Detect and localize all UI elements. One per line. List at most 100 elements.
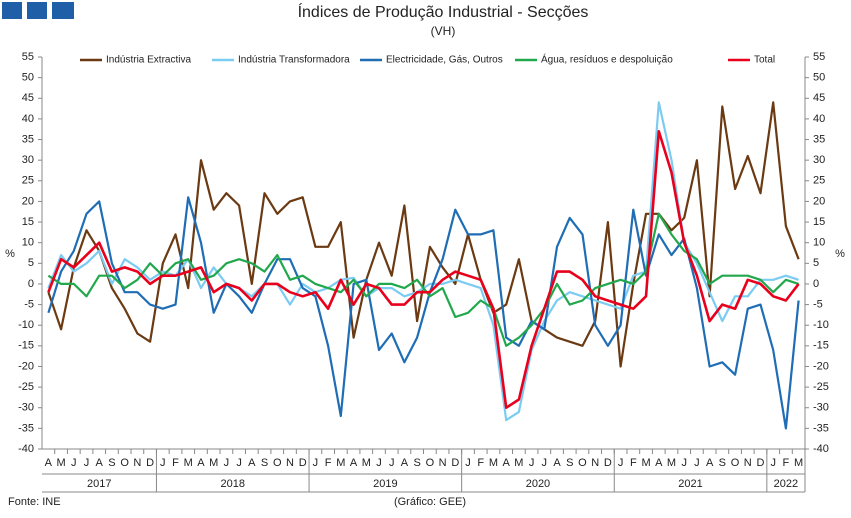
y2-tick-label: -35 [813, 422, 829, 434]
y-tick-label: -10 [18, 319, 34, 331]
x-tick-label: A [655, 457, 663, 469]
chart-subtitle: (VH) [431, 24, 456, 38]
x-tick-label: M [514, 457, 523, 469]
legend-label: Indústria Extractiva [106, 55, 191, 66]
y-tick-label: 0 [28, 278, 34, 290]
x-tick-label: O [426, 457, 435, 469]
y-tick-label: -15 [18, 340, 34, 352]
y-axis-label: % [5, 248, 15, 260]
x-tick-label: S [566, 457, 573, 469]
y-tick-label: 55 [22, 51, 34, 63]
y-tick-label: 45 [22, 92, 34, 104]
y2-tick-label: 50 [813, 72, 825, 84]
y2-tick-label: -20 [813, 360, 829, 372]
x-tick-label: A [706, 457, 714, 469]
x-tick-label: J [618, 457, 624, 469]
year-label: 2021 [678, 478, 702, 490]
x-tick-label: D [604, 457, 612, 469]
x-tick-label: J [236, 457, 242, 469]
x-tick-label: S [261, 457, 268, 469]
x-tick-label: D [299, 457, 307, 469]
x-tick-label: M [184, 457, 193, 469]
y2-tick-label: 0 [813, 278, 819, 290]
x-tick-label: J [71, 457, 77, 469]
series-line [47, 101, 800, 368]
x-tick-label: J [389, 457, 395, 469]
y2-tick-label: 45 [813, 92, 825, 104]
y2-tick-label: 5 [813, 257, 819, 269]
x-tick-label: J [84, 457, 90, 469]
y2-tick-label: 20 [813, 195, 825, 207]
x-tick-label: J [529, 457, 535, 469]
y-tick-label: 30 [22, 154, 34, 166]
x-tick-label: J [465, 457, 471, 469]
x-tick-label: M [336, 457, 345, 469]
x-tick-label: A [248, 457, 256, 469]
x-tick-label: S [413, 457, 420, 469]
y2-tick-label: -25 [813, 381, 829, 393]
x-tick-label: N [439, 457, 447, 469]
x-tick-label: A [401, 457, 409, 469]
y-tick-label: -35 [18, 422, 34, 434]
x-tick-label: D [146, 457, 154, 469]
x-tick-label: J [376, 457, 382, 469]
x-tick-label: A [502, 457, 510, 469]
x-tick-label: F [477, 457, 484, 469]
legend-label: Electricidade, Gás, Outros [386, 55, 503, 66]
year-label: 2019 [373, 478, 397, 490]
year-label: 2018 [221, 478, 245, 490]
x-tick-label: F [630, 457, 637, 469]
x-tick-label: A [45, 457, 53, 469]
x-tick-label: A [553, 457, 561, 469]
x-tick-label: D [451, 457, 459, 469]
x-tick-label: M [362, 457, 371, 469]
x-tick-label: J [770, 457, 776, 469]
y2-tick-label: 40 [813, 113, 825, 125]
y-tick-label: -25 [18, 381, 34, 393]
x-tick-label: N [133, 457, 141, 469]
x-tick-label: J [681, 457, 687, 469]
x-tick-label: O [273, 457, 282, 469]
x-tick-label: A [350, 457, 358, 469]
x-tick-label: J [224, 457, 230, 469]
x-tick-label: O [578, 457, 587, 469]
x-tick-label: N [744, 457, 752, 469]
x-tick-label: N [286, 457, 294, 469]
x-tick-label: O [120, 457, 129, 469]
year-label: 2020 [526, 478, 550, 490]
x-tick-label: D [757, 457, 765, 469]
y-tick-label: 20 [22, 195, 34, 207]
y-tick-label: -30 [18, 402, 34, 414]
legend-label: Água, resíduos e despoluição [541, 53, 673, 66]
y2-axis-label: % [835, 248, 845, 260]
x-tick-label: S [108, 457, 115, 469]
year-label: 2017 [87, 478, 111, 490]
series-line [47, 130, 800, 409]
y2-tick-label: -40 [813, 443, 829, 455]
x-tick-label: F [172, 457, 179, 469]
x-tick-label: A [96, 457, 104, 469]
x-tick-label: F [783, 457, 790, 469]
y2-tick-label: 30 [813, 154, 825, 166]
x-tick-label: A [197, 457, 205, 469]
chart-title: Índices de Produção Industrial - Secções [298, 2, 589, 21]
x-tick-label: M [56, 457, 65, 469]
x-tick-label: J [694, 457, 700, 469]
y-tick-label: 10 [22, 237, 34, 249]
y-tick-label: 15 [22, 216, 34, 228]
series-line [47, 196, 800, 430]
source: Fonte: INE [8, 496, 61, 508]
y-tick-label: -5 [24, 298, 34, 310]
y-tick-label: -40 [18, 443, 34, 455]
x-tick-label: J [160, 457, 166, 469]
y-tick-label: 50 [22, 72, 34, 84]
x-tick-label: F [325, 457, 332, 469]
y-tick-label: -20 [18, 360, 34, 372]
y-tick-label: 40 [22, 113, 34, 125]
y2-tick-label: -30 [813, 402, 829, 414]
credit: (Gráfico: GEE) [394, 496, 466, 508]
y2-tick-label: -5 [813, 298, 823, 310]
legend-label: Indústria Transformadora [238, 55, 350, 66]
y2-tick-label: 35 [813, 133, 825, 145]
logo-block [2, 2, 22, 19]
